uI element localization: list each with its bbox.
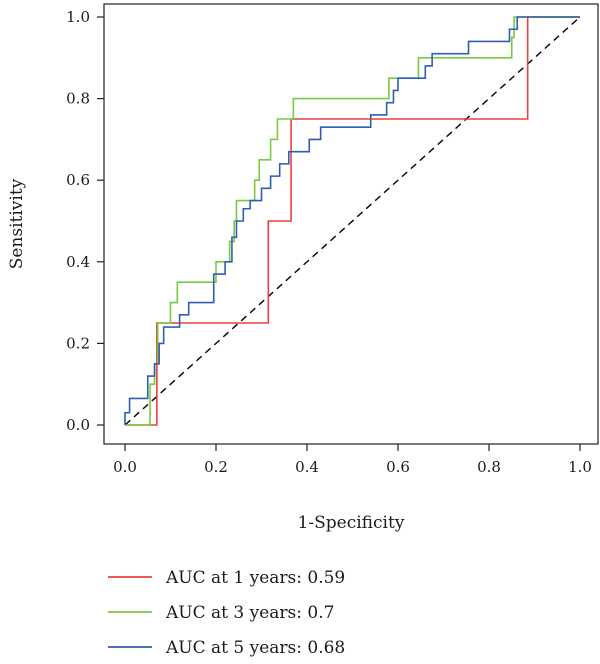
x-tick-label: 0.4 [295,458,319,476]
legend-label-1: AUC at 1 years: 0.59 [165,568,345,588]
y-tick-label: 0.4 [66,253,90,271]
legend-label-2: AUC at 3 years: 0.7 [165,603,334,623]
x-tick-label: 0.2 [204,458,228,476]
x-tick-label: 0.6 [386,458,410,476]
x-axis-title: 1-Specificity [298,513,405,533]
y-tick-label: 1.0 [66,8,90,26]
x-tick-label: 0.0 [113,458,137,476]
y-tick-label: 0.2 [66,334,90,352]
y-tick-label: 0.8 [66,90,90,108]
x-tick-label: 1.0 [568,458,592,476]
plot-frame [103,3,599,445]
y-axis-title: Sensitivity [7,178,27,269]
series-line-3 [124,16,580,425]
x-tick-label: 0.8 [477,458,501,476]
diagonal-reference-line [124,16,581,426]
legend: AUC at 1 years: 0.59 AUC at 3 years: 0.7 A… [108,568,345,658]
series-line-1 [125,16,580,426]
y-tick-label: 0.6 [66,171,90,189]
legend-label-3: AUC at 5 years: 0.68 [165,638,345,658]
y-tick-label: 0.0 [66,416,90,434]
